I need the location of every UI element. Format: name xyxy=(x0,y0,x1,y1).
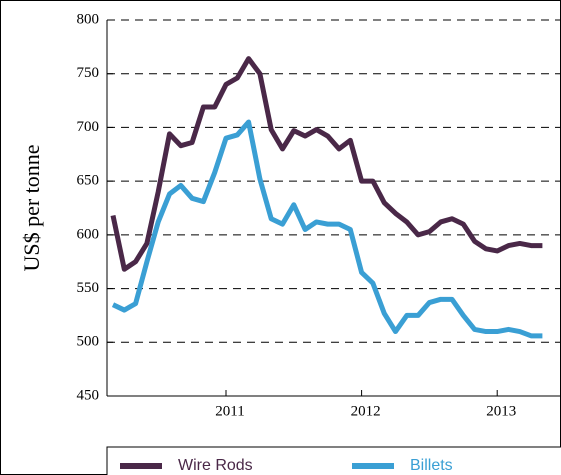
y-axis-label: US$ per tonne xyxy=(19,144,44,271)
y-tick-label: 650 xyxy=(77,173,100,189)
x-tick-label: 2013 xyxy=(486,403,516,419)
y-tick-label: 550 xyxy=(77,280,100,296)
line-series xyxy=(111,119,543,339)
y-tick-label: 450 xyxy=(77,387,100,403)
y-tick-label: 700 xyxy=(77,119,100,135)
legend-label: Wire Rods xyxy=(178,457,253,474)
x-tick-label: 2012 xyxy=(351,403,381,419)
line-series xyxy=(110,56,543,272)
y-tick-label: 600 xyxy=(77,226,100,242)
y-tick-label: 750 xyxy=(77,65,100,81)
x-tick-label: 2011 xyxy=(215,403,244,419)
legend-box xyxy=(106,446,561,475)
legend-label: Billets xyxy=(410,457,453,474)
y-tick-label: 800 xyxy=(77,11,100,27)
y-tick-label: 500 xyxy=(77,334,100,350)
